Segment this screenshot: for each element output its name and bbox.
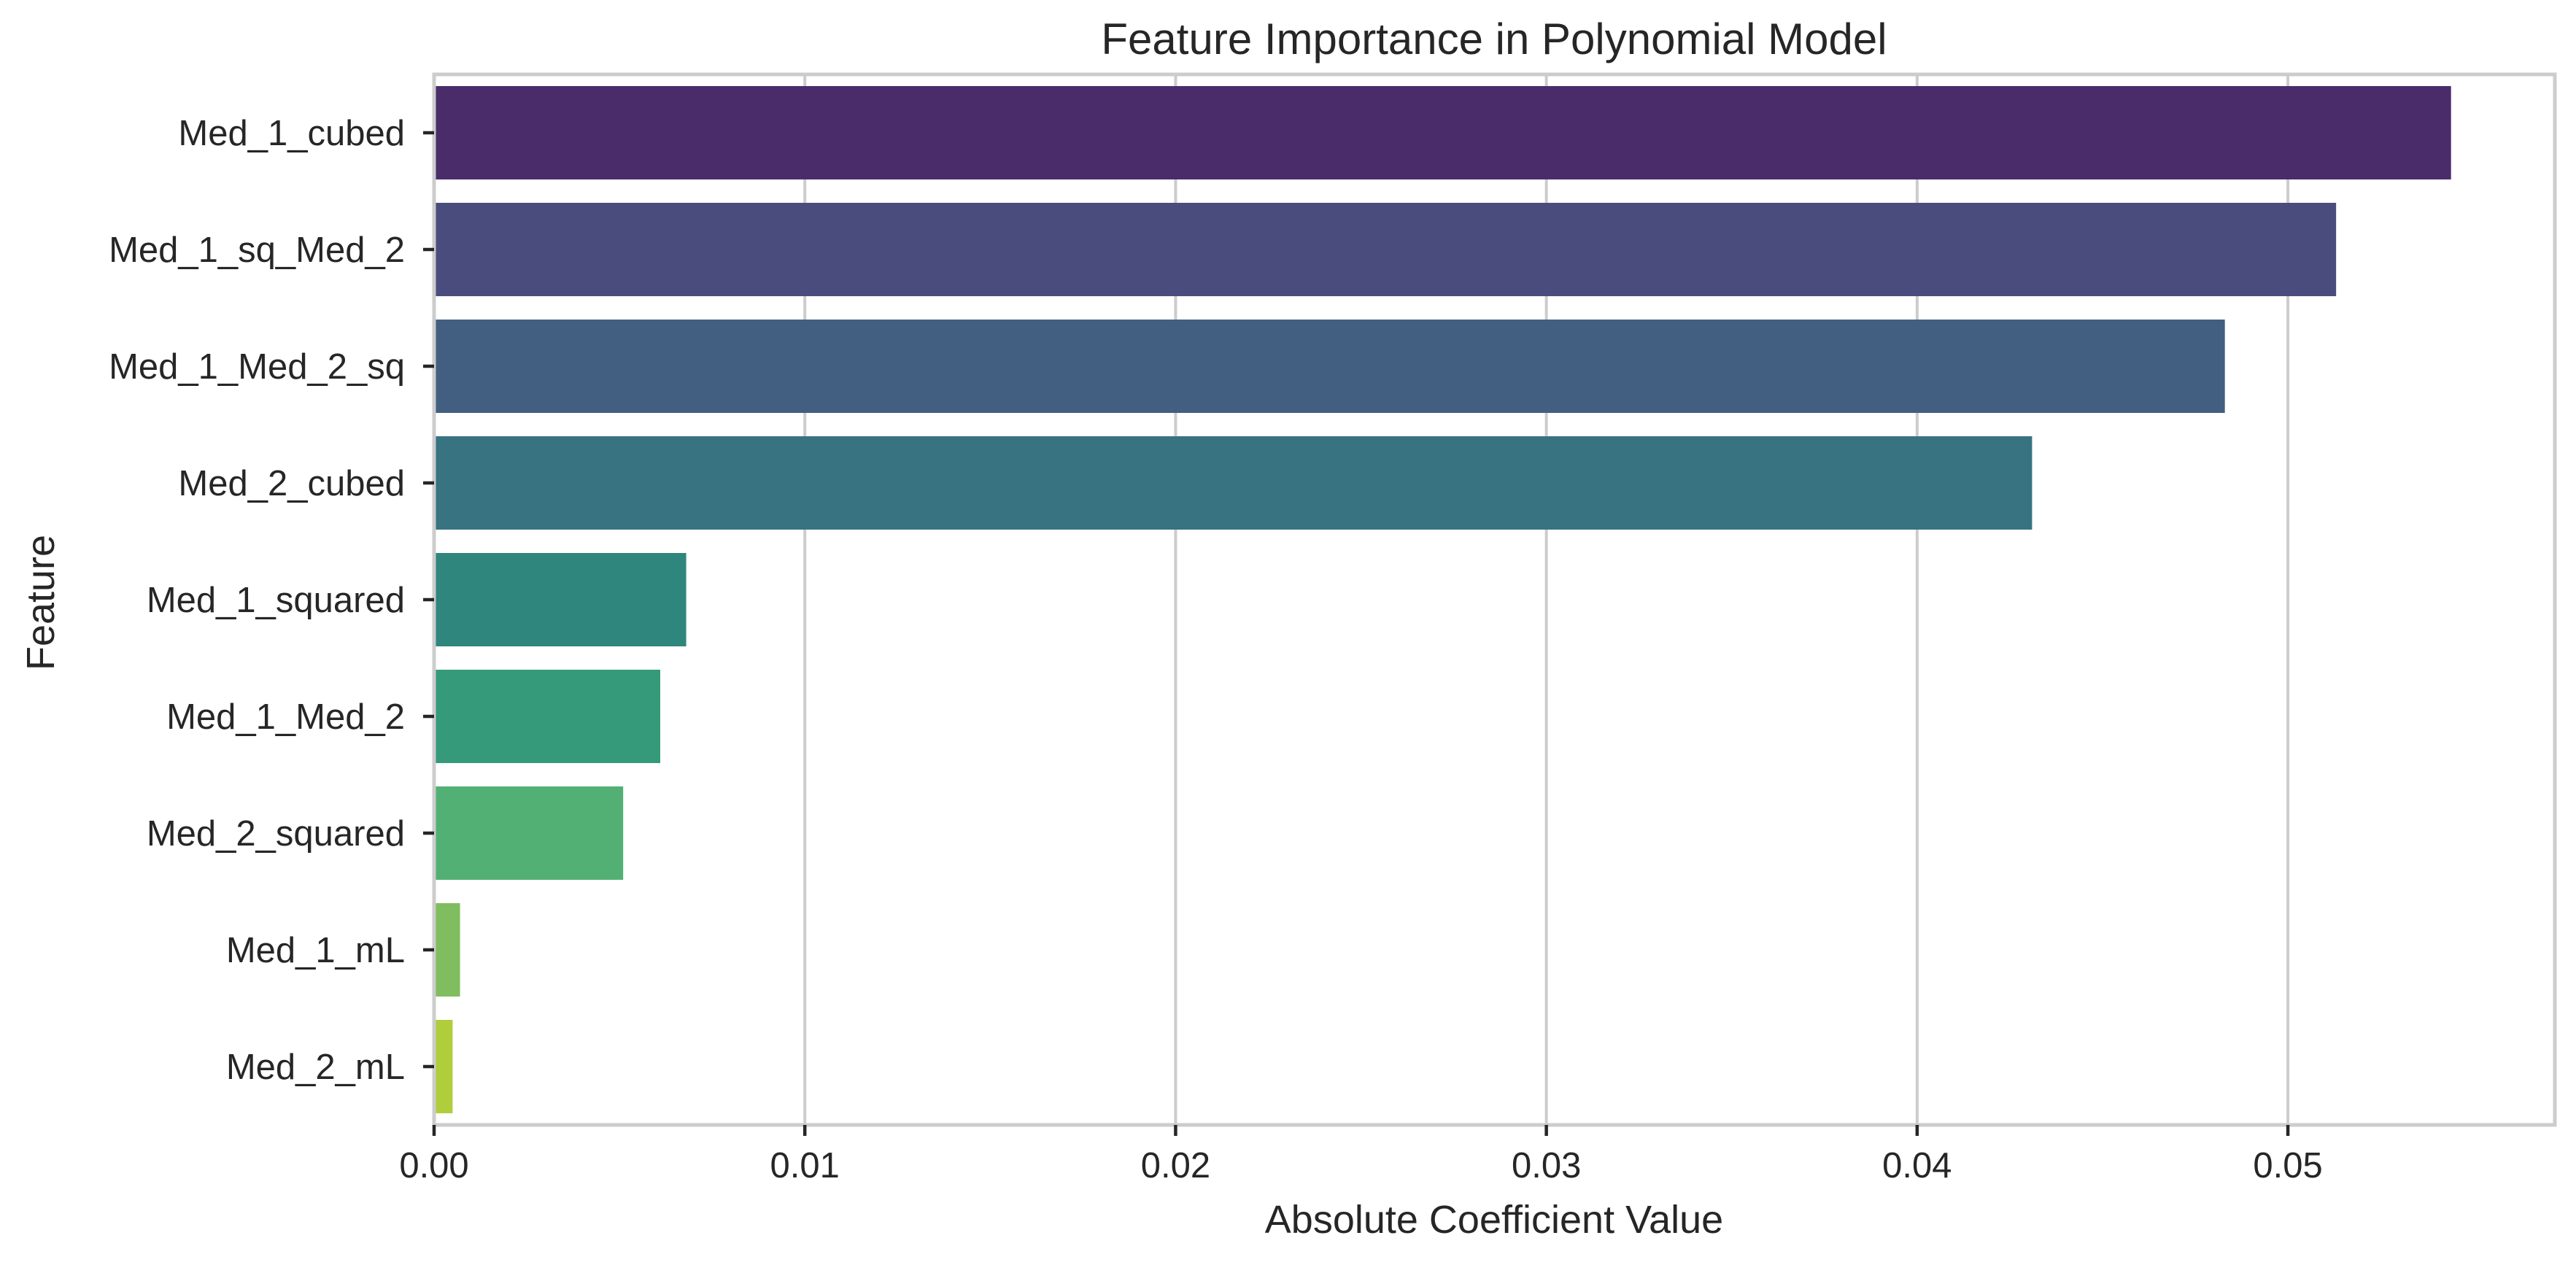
y-tick-label: Med_1_Med_2_sq: [109, 347, 405, 387]
y-tick-label: Med_2_mL: [226, 1048, 405, 1087]
x-tick-label: 0.00: [399, 1146, 468, 1185]
bars: [434, 86, 2451, 1113]
y-tick-label: Med_2_cubed: [178, 464, 405, 503]
bar: [434, 1020, 453, 1113]
chart-title: Feature Importance in Polynomial Model: [1101, 15, 1887, 63]
x-tick-label: 0.02: [1141, 1146, 1210, 1185]
y-tick-label: Med_1_mL: [226, 931, 405, 970]
bar: [434, 86, 2451, 179]
y-tick-label: Med_1_sq_Med_2: [109, 231, 405, 270]
x-tick-label: 0.03: [1512, 1146, 1581, 1185]
bar: [434, 320, 2225, 413]
bar: [434, 553, 686, 646]
x-axis-label: Absolute Coefficient Value: [1265, 1198, 1723, 1242]
y-axis-ticks: Med_1_cubed Med_1_sq_Med_2 Med_1_Med_2_sq M…: [109, 114, 434, 1087]
y-tick-label: Med_1_cubed: [178, 114, 405, 153]
bar: [434, 903, 460, 997]
x-axis-ticks: 0.00 0.01 0.02 0.03 0.04 0.05: [399, 1125, 2323, 1185]
bar: [434, 786, 624, 880]
y-tick-label: Med_1_squared: [147, 581, 405, 620]
x-tick-label: 0.05: [2253, 1146, 2322, 1185]
bar: [434, 670, 661, 763]
y-tick-label: Med_1_Med_2: [166, 697, 405, 737]
x-tick-label: 0.04: [1882, 1146, 1952, 1185]
bar: [434, 203, 2337, 296]
x-tick-label: 0.01: [770, 1146, 840, 1185]
y-tick-label: Med_2_squared: [147, 814, 405, 854]
y-axis-label: Feature: [19, 535, 63, 670]
bar: [434, 436, 2032, 530]
